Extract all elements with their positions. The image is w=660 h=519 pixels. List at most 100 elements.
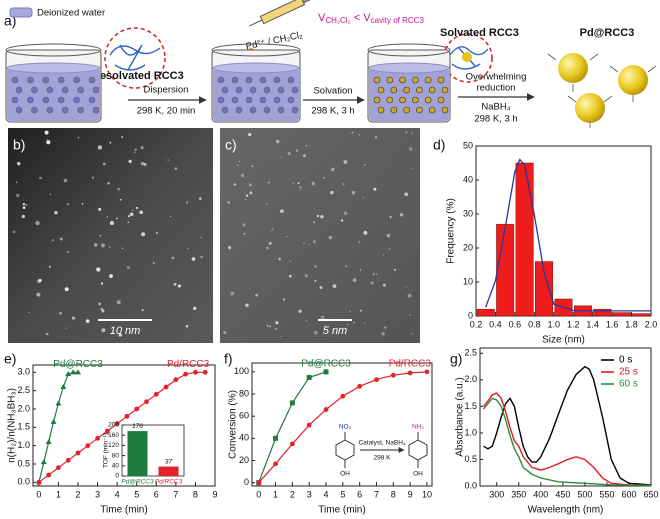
cage-particle [377, 86, 385, 94]
speckle [39, 176, 42, 180]
cage-particle [291, 86, 299, 94]
data-point [424, 369, 430, 375]
functional-group: NO₂ [339, 424, 352, 431]
y-tick-label: 1.0 [464, 427, 477, 437]
speckle [312, 240, 317, 244]
y-tick-label: 40 [463, 174, 473, 184]
data-point [306, 374, 312, 380]
speckle [67, 251, 69, 253]
speckle [140, 146, 144, 150]
speckle [363, 230, 368, 235]
speckle [358, 241, 360, 243]
x-tick-label: 2.0 [645, 319, 658, 329]
speckle [242, 223, 246, 227]
x-tick-label: 500 [577, 489, 592, 499]
speckle [305, 145, 308, 147]
speckle [238, 160, 241, 163]
data-point [193, 369, 198, 375]
data-point [114, 421, 120, 427]
speckle [243, 232, 246, 235]
functional-group: NH₂ [412, 424, 424, 431]
speckle [268, 241, 272, 245]
cage-particle [287, 96, 295, 104]
speckle [64, 287, 69, 292]
series-line [258, 371, 327, 483]
cage-particle [428, 86, 436, 94]
cage-particle [263, 86, 271, 94]
speckle [316, 214, 320, 218]
speckle [287, 151, 291, 156]
speckle [362, 197, 364, 199]
speckle [349, 310, 352, 312]
y-tick-label: 2.0 [17, 403, 30, 413]
y-tick-label: 0.0 [464, 480, 477, 490]
bar [127, 431, 148, 476]
speckle [358, 134, 360, 136]
functional-group: OH [340, 471, 350, 478]
volume-symbol: < V [351, 12, 372, 24]
speckle [100, 307, 104, 311]
plot-frame [251, 362, 433, 487]
plot-frame [479, 347, 652, 487]
speckle [177, 284, 181, 288]
step-reagent: NaBH₄ [481, 102, 510, 113]
data-point [75, 369, 82, 375]
cage-particle [386, 76, 394, 84]
cage-particle [412, 76, 419, 84]
speckle [304, 274, 308, 278]
legend-swatch [9, 7, 33, 18]
water [7, 68, 100, 121]
speckle [85, 319, 90, 323]
cage-particle [441, 106, 449, 114]
pd-nanoparticle [558, 53, 588, 83]
y-tick-label: 0 [468, 310, 473, 320]
cage-particle [249, 106, 257, 114]
data-point [202, 369, 208, 375]
speckle [343, 160, 348, 164]
speckle [174, 167, 178, 170]
speckle [59, 237, 63, 241]
speckle [305, 319, 308, 322]
speckle [143, 162, 147, 166]
histogram-bar [632, 313, 651, 317]
speckle [408, 147, 413, 151]
scale-label: 10 nm [110, 325, 141, 337]
cage-particle [221, 86, 229, 94]
x-tick-label: 2 [76, 489, 81, 499]
speckle [349, 133, 351, 135]
cage-particle [231, 76, 239, 84]
speckle [271, 230, 273, 232]
speckle [313, 221, 316, 224]
speckle [295, 149, 299, 152]
cage-particle [42, 76, 50, 84]
speckle [100, 282, 104, 285]
speckle [54, 210, 58, 215]
cage-particle [386, 96, 394, 104]
x-tick-label: 10 [422, 489, 432, 499]
speckle [140, 161, 145, 166]
x-tick-label: 9 [212, 489, 217, 499]
speckle [245, 303, 249, 307]
reagent-label: Pd²⁺ / CH₂Cl₂ [245, 30, 304, 53]
data-point [124, 413, 130, 419]
bar-category-label: Pd/RCC3 [155, 479, 183, 486]
cage-particle [373, 76, 381, 84]
speckle [81, 203, 84, 205]
speckle [276, 139, 280, 144]
histogram-bar [593, 308, 612, 317]
speckle [15, 181, 18, 184]
speckle [324, 324, 327, 326]
y-tick-label: 10 [463, 276, 473, 286]
speckle [118, 333, 122, 337]
scheme-label: Desolvated RCC3 [92, 70, 184, 82]
x-tick-label: 0.6 [509, 319, 522, 329]
speckle [141, 309, 144, 312]
speckle [330, 190, 334, 195]
cage-particle [377, 106, 385, 114]
data-point [289, 400, 295, 406]
speckle [382, 283, 386, 287]
y-axis-title: Frequency (%) [446, 198, 457, 264]
speckle [12, 230, 16, 234]
speckle [410, 332, 413, 335]
speckle [405, 131, 408, 134]
